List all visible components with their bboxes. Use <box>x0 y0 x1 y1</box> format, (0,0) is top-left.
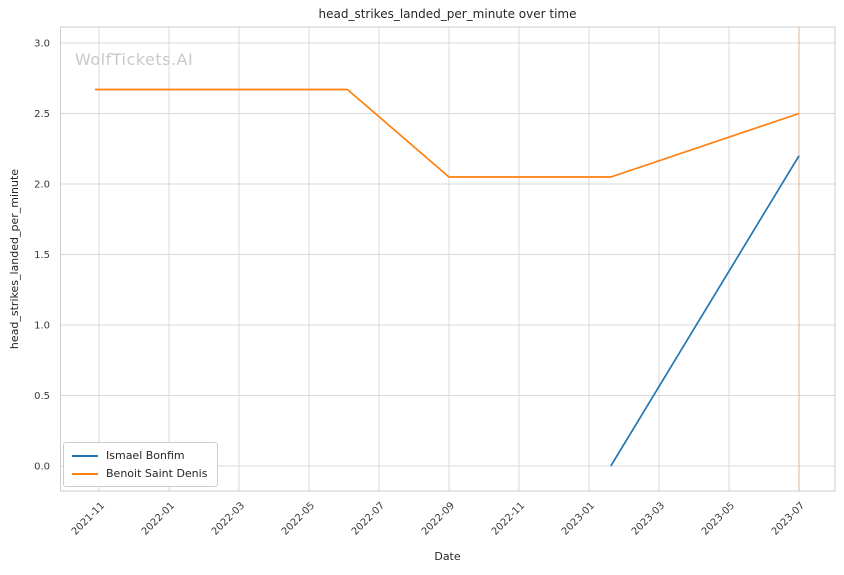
y-tick-label: 3.0 <box>34 39 50 50</box>
legend-swatch <box>72 454 98 457</box>
legend-label: Benoit Saint Denis <box>106 467 208 480</box>
y-tick-label: 1.0 <box>34 321 50 332</box>
legend-swatch <box>72 472 98 475</box>
y-tick-label: 1.5 <box>34 250 50 261</box>
y-tick-label: 0.0 <box>34 462 50 473</box>
legend-item: Benoit Saint Denis <box>72 467 207 480</box>
series-line <box>95 88 800 178</box>
y-tick-label: 0.5 <box>34 391 50 402</box>
series-line <box>610 155 800 467</box>
y-tick-label: 2.0 <box>34 180 50 191</box>
chart-title: head_strikes_landed_per_minute over time <box>318 7 577 21</box>
y-tick-label: 2.5 <box>34 109 50 120</box>
x-axis-label: Date <box>434 550 461 563</box>
legend: Ismael Bonfim Benoit Saint Denis <box>63 442 219 487</box>
legend-item: Ismael Bonfim <box>72 449 207 462</box>
watermark: WolfTickets.AI <box>75 50 194 69</box>
legend-label: Ismael Bonfim <box>106 449 185 462</box>
axes-spine <box>60 26 836 492</box>
y-axis-label: head_strikes_landed_per_minute <box>8 168 21 350</box>
